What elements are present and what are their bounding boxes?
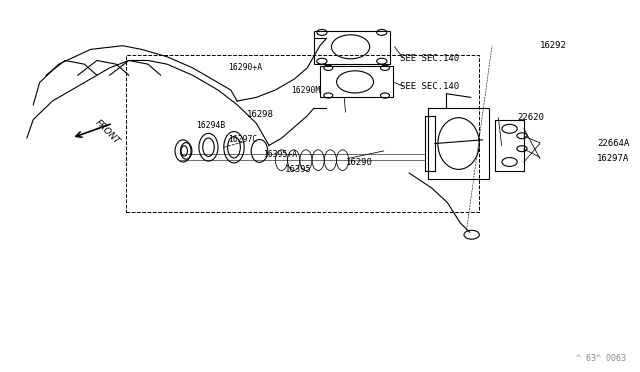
Text: 16297C: 16297C <box>228 135 257 144</box>
Bar <box>314 31 390 64</box>
Text: 22620: 22620 <box>518 113 545 122</box>
Text: 16294B: 16294B <box>196 121 225 129</box>
Text: 16290+A: 16290+A <box>228 63 262 72</box>
Text: ^ 63^ 0063: ^ 63^ 0063 <box>576 354 626 363</box>
Text: SEE SEC.140: SEE SEC.140 <box>399 82 459 91</box>
Text: 16395+A: 16395+A <box>262 150 297 159</box>
Text: 16298: 16298 <box>246 109 273 119</box>
Text: 16292: 16292 <box>540 41 566 50</box>
Bar <box>125 55 479 212</box>
Text: 22664A: 22664A <box>597 139 629 148</box>
Bar <box>425 116 435 171</box>
Bar <box>320 66 393 97</box>
Text: 16395: 16395 <box>285 165 312 174</box>
Text: 16297A: 16297A <box>597 154 629 163</box>
Text: 16290: 16290 <box>346 157 372 167</box>
Text: 16290M: 16290M <box>291 86 321 94</box>
Text: FRONT: FRONT <box>94 118 122 147</box>
Bar <box>495 119 524 171</box>
Text: SEE SEC.140: SEE SEC.140 <box>399 54 459 63</box>
Bar <box>428 109 489 179</box>
